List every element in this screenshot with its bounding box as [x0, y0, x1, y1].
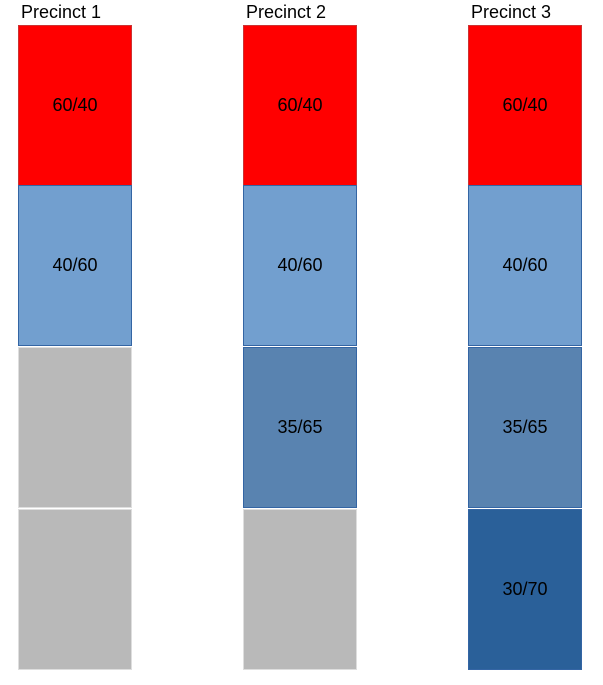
block-precinct-1-1: 60/40: [18, 25, 132, 186]
precinct-title: Precinct 3: [471, 2, 552, 22]
block-precinct-2-4: [243, 509, 357, 670]
block-precinct-2-1: 60/40: [243, 25, 357, 186]
block-precinct-3-4: 30/70: [468, 509, 582, 670]
block-precinct-3-3: 35/65: [468, 347, 582, 508]
block-precinct-1-2: 40/60: [18, 185, 132, 346]
precinct-title: Precinct 1: [21, 2, 102, 22]
block-precinct-1-3: [18, 347, 132, 508]
block-precinct-1-4: [18, 509, 132, 670]
block-precinct-3-1: 60/40: [468, 25, 582, 186]
block-precinct-2-3: 35/65: [243, 347, 357, 508]
block-precinct-2-2: 40/60: [243, 185, 357, 346]
precinct-title: Precinct 2: [246, 2, 327, 22]
block-precinct-3-2: 40/60: [468, 185, 582, 346]
